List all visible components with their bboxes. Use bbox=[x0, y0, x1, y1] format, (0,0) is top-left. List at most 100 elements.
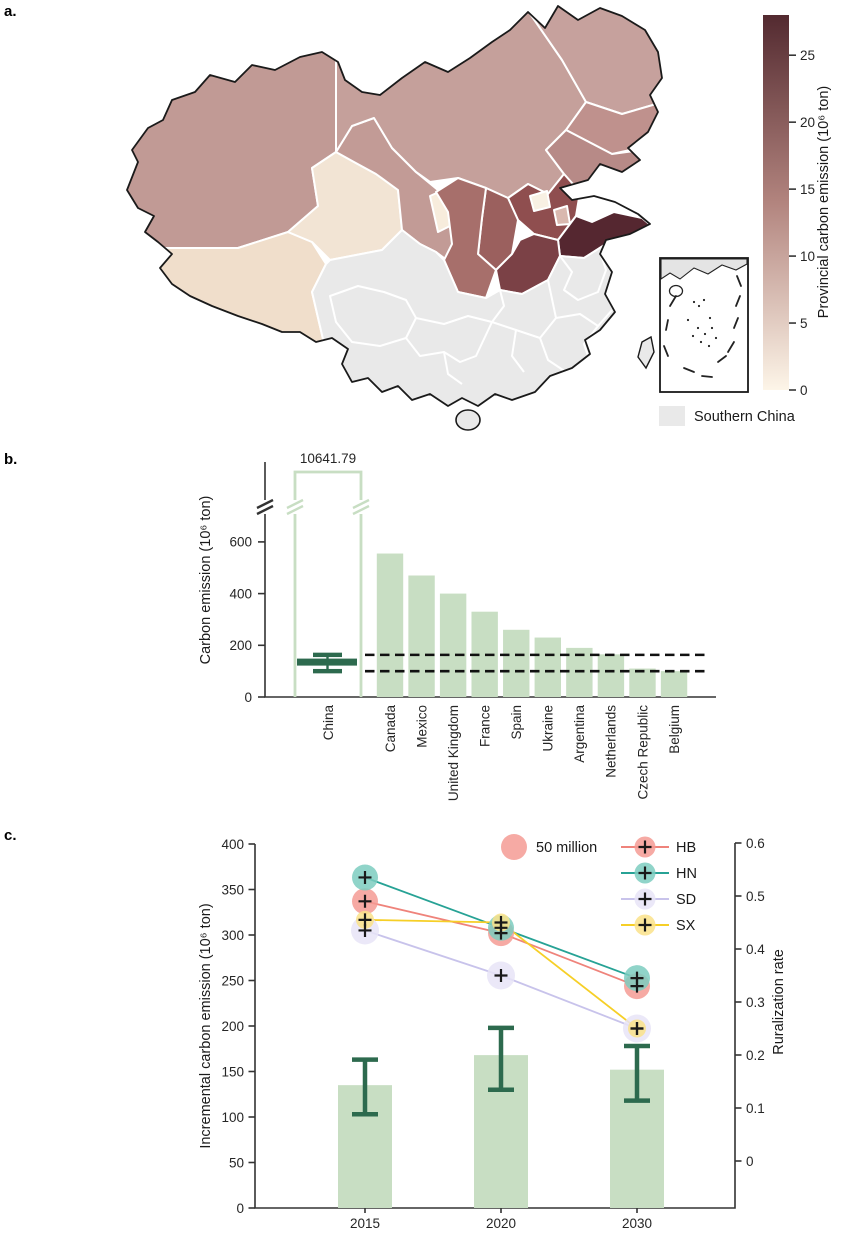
c-x-label-2020: 2020 bbox=[486, 1216, 516, 1231]
colorbar-title: Provincial carbon emission (10⁶ ton) bbox=[816, 86, 832, 318]
bar-netherlands bbox=[597, 654, 625, 697]
c-right-tick-label: 0.2 bbox=[746, 1048, 765, 1063]
panel-b-bar-chart: b. Carbon emission (10⁶ ton) 10641.79 0 2… bbox=[4, 451, 716, 801]
southern-province-borders bbox=[329, 251, 613, 385]
b-x-label-ukraine: Ukraine bbox=[541, 705, 556, 752]
plus-marker bbox=[358, 913, 372, 927]
inset-coastline bbox=[660, 258, 748, 281]
colorbar: 0 5 10 15 20 25 Provincial carbon emission (1… bbox=[763, 15, 832, 398]
province-tianjin bbox=[553, 205, 571, 226]
colorbar-tick-label: 10 bbox=[800, 249, 815, 264]
b-y-tick-label: 400 bbox=[229, 586, 252, 601]
c-left-tick-label: 400 bbox=[221, 837, 244, 852]
bar-ukraine bbox=[534, 637, 561, 697]
c-right-tick-label: 0 bbox=[746, 1154, 754, 1169]
china-outline bbox=[126, 5, 663, 407]
b-x-label-mexico: Mexico bbox=[414, 705, 429, 748]
axis-break-mark bbox=[286, 498, 304, 516]
bubble-size-legend: 50 million bbox=[501, 834, 597, 860]
bar-canada bbox=[376, 553, 404, 697]
size-legend-circle bbox=[501, 834, 527, 860]
c-left-tick-label: 250 bbox=[221, 973, 244, 988]
c-right-tick-label: 0.5 bbox=[746, 889, 765, 904]
c-x-label-2015: 2015 bbox=[350, 1216, 380, 1231]
plus-marker bbox=[494, 969, 508, 982]
b-x-label-argentina: Argentina bbox=[572, 705, 587, 763]
map-legend: Southern China bbox=[659, 406, 796, 426]
province-beijing bbox=[529, 190, 551, 212]
c-right-tick-label: 0.4 bbox=[746, 942, 765, 957]
map-legend-label: Southern China bbox=[694, 409, 796, 425]
axis-break-mark bbox=[352, 498, 370, 516]
b-x-label-czech-republic: Czech Republic bbox=[635, 705, 650, 800]
c-left-tick-label: 350 bbox=[221, 882, 244, 897]
plus-marker bbox=[638, 866, 652, 880]
c-right-tick-label: 0.1 bbox=[746, 1101, 765, 1116]
bar-spain bbox=[503, 629, 530, 697]
china-error-cap bbox=[313, 652, 342, 658]
province-hainan bbox=[455, 409, 481, 431]
axis-break-mark bbox=[256, 498, 274, 516]
b-x-label-belgium: Belgium bbox=[667, 705, 682, 754]
plus-marker bbox=[638, 892, 652, 906]
b-x-label-france: France bbox=[477, 705, 492, 747]
panel-c-combo-chart: c. Incremental carbon emission (10⁶ ton)… bbox=[4, 827, 787, 1231]
colorbar-tick-label: 25 bbox=[800, 48, 815, 63]
bar-united-kingdom bbox=[439, 593, 467, 697]
legend-label-sx: SX bbox=[676, 918, 696, 934]
b-x-label-china: China bbox=[321, 705, 336, 741]
bar-belgium bbox=[660, 671, 688, 697]
panel-c-right-ylabel: Ruralization rate bbox=[771, 949, 787, 1055]
panel-c-label: c. bbox=[4, 827, 17, 844]
b-x-label-united-kingdom: United Kingdom bbox=[446, 705, 461, 801]
b-y-tick-label: 200 bbox=[229, 638, 252, 653]
c-right-tick-label: 0.6 bbox=[746, 836, 765, 851]
b-x-label-netherlands: Netherlands bbox=[604, 705, 619, 778]
legend-label-hn: HN bbox=[676, 866, 697, 882]
plus-marker bbox=[358, 870, 372, 884]
legend-label-hb: HB bbox=[676, 840, 696, 856]
c-left-tick-label: 150 bbox=[221, 1064, 244, 1079]
province-taiwan bbox=[637, 335, 655, 370]
bar-mexico bbox=[408, 575, 435, 697]
panel-b-label: b. bbox=[4, 451, 17, 468]
inset-hainan-island bbox=[668, 284, 684, 298]
plus-marker bbox=[630, 971, 644, 985]
china-map bbox=[126, 5, 663, 431]
province-tibet bbox=[127, 231, 327, 363]
c-right-tick-label: 0.3 bbox=[746, 995, 765, 1010]
bar-czech-republic bbox=[629, 668, 656, 697]
b-x-label-canada: Canada bbox=[383, 705, 398, 753]
inset-islands-dots bbox=[686, 298, 718, 348]
panel-c-left-ylabel: Incremental carbon emission (10⁶ ton) bbox=[198, 903, 214, 1148]
c-left-tick-label: 0 bbox=[236, 1201, 244, 1216]
panel-a-label: a. bbox=[4, 3, 17, 20]
c-x-label-2030: 2030 bbox=[622, 1216, 652, 1231]
c-left-tick-label: 100 bbox=[221, 1110, 244, 1125]
b-x-label-spain: Spain bbox=[509, 705, 524, 740]
nine-dash-line bbox=[663, 275, 742, 378]
b-y-tick-label: 600 bbox=[229, 535, 252, 550]
province-xinjiang bbox=[127, 27, 337, 249]
panel-a-map: a. bbox=[4, 3, 832, 431]
colorbar-tick-label: 0 bbox=[800, 383, 808, 398]
plus-marker bbox=[630, 1022, 644, 1035]
plus-marker bbox=[358, 894, 372, 908]
panel-b-ylabel: Carbon emission (10⁶ ton) bbox=[198, 496, 214, 665]
china-error-cap bbox=[313, 668, 342, 674]
map-legend-swatch bbox=[659, 406, 685, 426]
bar-china-outline bbox=[293, 470, 363, 697]
south-china-sea-inset bbox=[659, 257, 749, 393]
plus-marker bbox=[494, 916, 508, 929]
colorbar-tick-label: 5 bbox=[800, 316, 808, 331]
size-legend-label: 50 million bbox=[536, 840, 597, 856]
china-bar-value-label: 10641.79 bbox=[300, 451, 356, 466]
plus-marker bbox=[638, 918, 652, 932]
c-left-tick-label: 50 bbox=[229, 1155, 244, 1170]
legend-label-sd: SD bbox=[676, 892, 696, 908]
c-left-tick-label: 200 bbox=[221, 1019, 244, 1034]
c-left-tick-label: 300 bbox=[221, 928, 244, 943]
b-y-tick-label: 0 bbox=[244, 690, 252, 705]
